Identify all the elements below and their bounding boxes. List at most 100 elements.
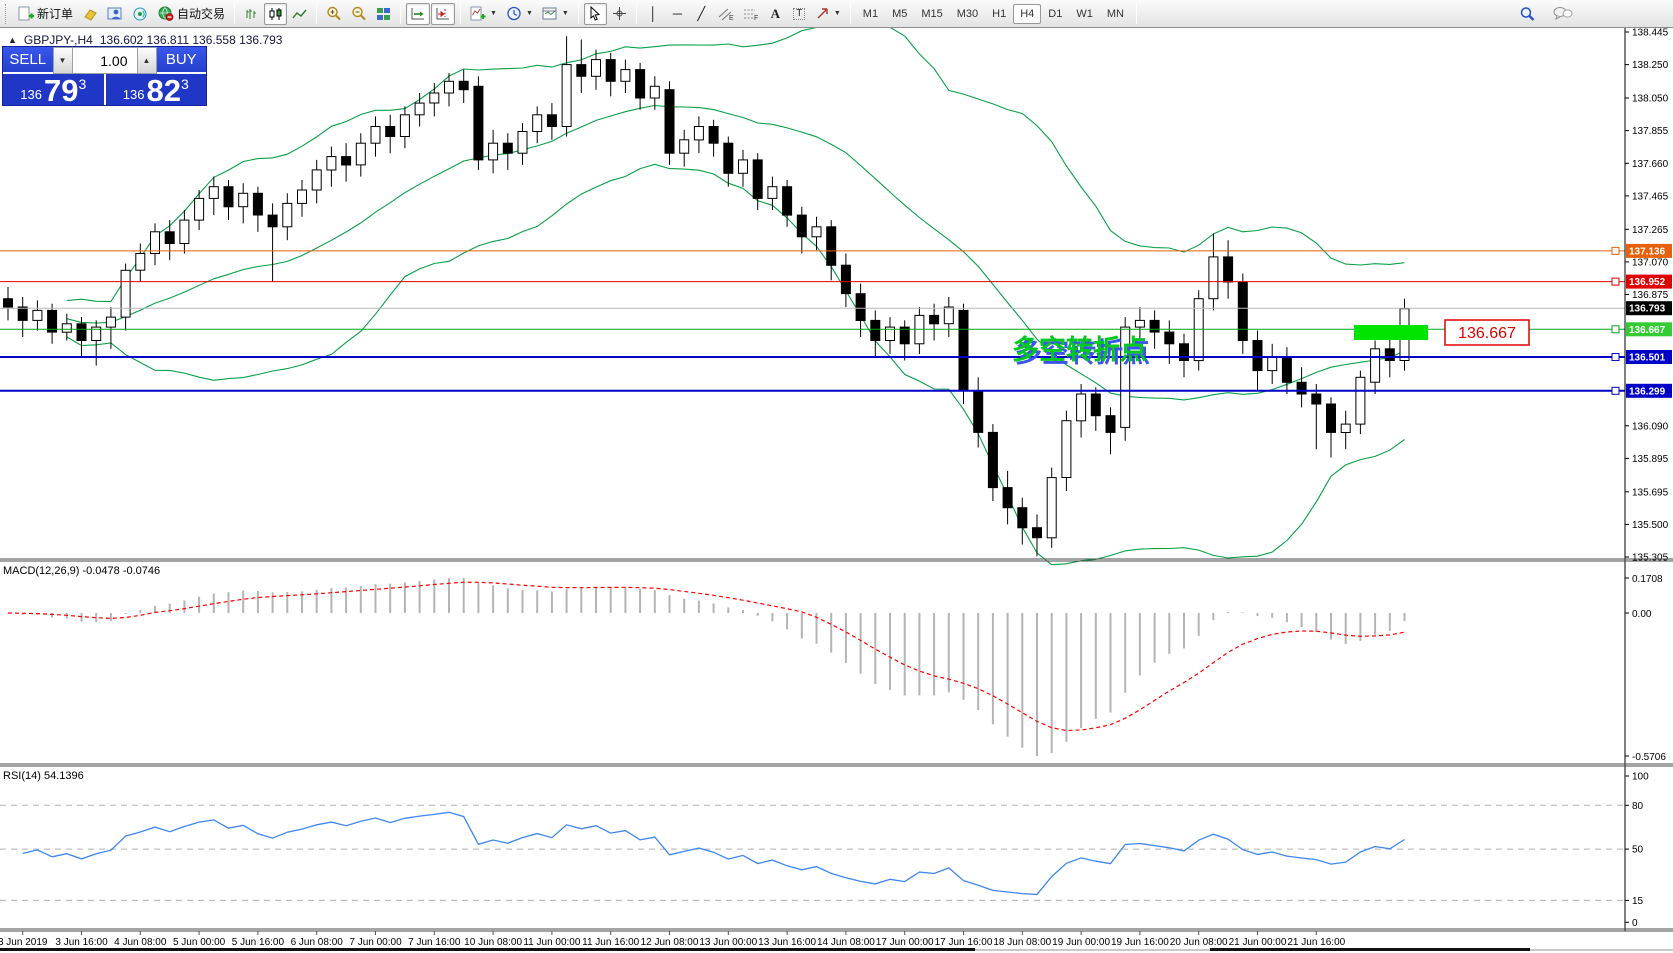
fibonacci-icon: F [743, 9, 758, 21]
arrows-button[interactable]: ▼ [812, 3, 845, 25]
level-marker[interactable] [1611, 353, 1620, 362]
time-axis[interactable]: 3 Jun 2019 3 Jun 16:00 4 Jun 08:00 5 Jun 00… [0, 931, 1673, 951]
collapse-panel-icon[interactable]: ▲ [8, 35, 17, 45]
tf-m15[interactable]: M15 [921, 7, 943, 20]
macd-pane [7, 578, 1406, 756]
price-callout-box[interactable] [1444, 319, 1530, 346]
chat-button[interactable] [1549, 3, 1577, 25]
cursor-button[interactable] [583, 2, 607, 25]
candlestick-chart-icon [269, 7, 282, 20]
new-order-button[interactable]: 新订单 [14, 3, 77, 25]
text-button[interactable]: A [764, 3, 787, 25]
channel-icon: E [718, 8, 734, 21]
level-marker[interactable] [1611, 277, 1620, 286]
svg-text:E: E [729, 15, 734, 21]
crosshair-button[interactable] [608, 3, 631, 25]
line-chart-button[interactable] [288, 3, 311, 25]
trendline-button[interactable]: ╱ [690, 3, 713, 25]
channel-button[interactable]: E [714, 3, 738, 25]
search-button[interactable] [1515, 3, 1539, 25]
history-center-button[interactable] [78, 3, 102, 25]
indicators-button[interactable]: ▼ [466, 3, 501, 25]
price-tick: 138.250 [1632, 60, 1669, 71]
macd-axis-label: 0.1708 [1632, 574, 1663, 585]
time-tick-label: 17 Jun 16:00 [935, 937, 993, 948]
price-tag [1626, 383, 1672, 398]
chart-shift-button[interactable] [431, 2, 456, 25]
bar-chart-button[interactable] [240, 3, 263, 25]
periods-button[interactable]: ▼ [502, 3, 537, 25]
rsi-axis-label: 50 [1632, 845, 1644, 856]
price-tick: 136.090 [1632, 421, 1669, 432]
price-tag-text: 137.136 [1629, 246, 1666, 257]
editor-icon [107, 7, 122, 20]
tf-w1[interactable]: W1 [1076, 7, 1093, 20]
toolbar-separator [460, 3, 462, 24]
meta-editor-button[interactable] [103, 3, 127, 25]
tf-m1[interactable]: M1 [862, 7, 879, 20]
tile-windows-button[interactable] [372, 3, 395, 25]
chart-canvas[interactable]: 多空转折点多空转折点136.667138.445138.250138.05013… [0, 28, 1673, 953]
tf-m30[interactable]: M30 [956, 7, 979, 20]
price-tag-text: 136.793 [1629, 304, 1666, 315]
buy-button[interactable]: BUY [156, 47, 206, 74]
time-tick-label: 6 Jun 08:00 [291, 937, 344, 948]
rsi-line [22, 811, 1405, 896]
auto-scroll-button[interactable] [406, 2, 431, 25]
templates-button[interactable]: ▼ [538, 3, 573, 25]
tf-h1[interactable]: H1 [992, 7, 1007, 20]
time-tick-label: 5 Jun 16:00 [232, 937, 285, 948]
tf-m5[interactable]: M5 [892, 7, 908, 20]
new-order-icon [18, 6, 34, 21]
text-label-button[interactable]: T [788, 3, 811, 25]
symbol-title: GBPJPY-,H4 [23, 33, 93, 47]
time-tick-label: 18 Jun 08:00 [993, 937, 1051, 948]
rsi-pane [0, 804, 1625, 901]
price-tag-text: 136.667 [1629, 325, 1666, 336]
toolbar-separator [635, 3, 637, 24]
toolbar-separator [234, 3, 236, 24]
volume-input[interactable]: 1.00 [72, 47, 137, 74]
time-tick-label: 21 Jun 00:00 [1229, 937, 1287, 948]
price-axis[interactable]: 138.445 138.250 138.050 137.855 137.660 137.4… [1624, 28, 1672, 931]
tf-d1[interactable]: D1 [1048, 7, 1063, 20]
template-icon [542, 7, 557, 20]
volume-decrease-button[interactable]: ▼ [52, 47, 73, 74]
alerts-button[interactable] [128, 3, 152, 25]
candlestick-chart-button[interactable] [264, 2, 288, 25]
yellow-tool-icon [84, 8, 97, 21]
volume-increase-button[interactable]: ▲ [136, 47, 157, 74]
zoom-out-button[interactable] [347, 3, 371, 25]
chart-shift-icon [436, 7, 450, 19]
bollinger-middle [66, 104, 1405, 401]
trade-panel-prices: 136 79 3 136 82 3 [3, 74, 207, 106]
sell-button[interactable]: SELL [3, 47, 53, 74]
level-marker[interactable] [1611, 325, 1620, 334]
auto-scroll-icon [411, 7, 425, 19]
level-marker[interactable] [1611, 386, 1620, 395]
horizontal-line-button[interactable]: ─ [666, 3, 689, 25]
price-tag [1626, 350, 1672, 364]
toolbar-separator [577, 3, 579, 24]
highlight-rectangle[interactable] [1354, 325, 1428, 340]
buy-price[interactable]: 136 82 3 [103, 74, 207, 106]
auto-trading-button[interactable]: 自动交易 [153, 3, 229, 25]
time-tick-label: 19 Jun 16:00 [1111, 937, 1169, 948]
auto-trading-label: 自动交易 [177, 7, 226, 21]
periods-dropdown-caret: ▼ [525, 10, 533, 17]
zoom-in-button[interactable] [322, 3, 346, 25]
tf-h4[interactable]: H4 [1013, 3, 1042, 24]
arrows-dropdown-caret: ▼ [833, 10, 841, 17]
toolbar-separator [400, 3, 402, 24]
rsi-indicator-label: RSI(14) 54.1396 [3, 770, 84, 782]
one-click-trade-panel: SELL ▼ 1.00 ▲ BUY 136 79 3 136 82 3 [2, 46, 207, 106]
annotation-text[interactable]: 多空转折点 [1012, 334, 1147, 365]
price-tick: 135.895 [1632, 454, 1669, 465]
vertical-line-button[interactable]: │ [642, 3, 665, 25]
tf-mn[interactable]: MN [1106, 7, 1124, 20]
level-marker[interactable] [1611, 246, 1620, 255]
fibonacci-button[interactable]: F [739, 3, 763, 25]
symbol-header: ▲ GBPJPY-,H4 136.602 136.811 136.558 136… [8, 33, 282, 47]
sell-price[interactable]: 136 79 3 [3, 74, 104, 105]
